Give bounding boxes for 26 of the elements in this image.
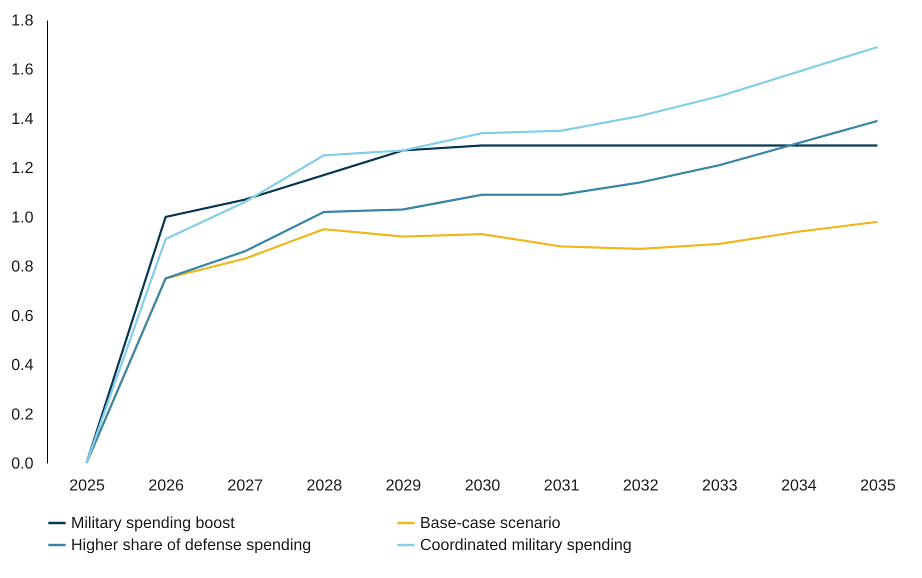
legend-label: Coordinated military spending (420, 537, 632, 554)
x-tick-label: 2034 (781, 478, 817, 494)
x-tick-label: 2032 (622, 478, 659, 494)
x-tick-label: 2035 (860, 478, 896, 494)
y-tick-label: 1.4 (11, 110, 34, 128)
y-tick-label: 1.6 (11, 62, 34, 79)
legend-label: Higher share of defense spending (71, 537, 312, 554)
legend-label: Military spending boost (71, 515, 236, 532)
line-series (85, 46, 879, 464)
x-tick-label: 2027 (227, 478, 264, 494)
legend-label: Base-case scenario (420, 515, 561, 532)
y-tick-label: 0.4 (11, 357, 34, 374)
y-tick-label: 0.8 (11, 258, 34, 276)
y-tick-label: 1.0 (11, 209, 34, 226)
y-tick-label: 1.8 (11, 12, 34, 30)
y-tick-label: 0.2 (11, 406, 34, 424)
x-tick-label: 2025 (69, 478, 105, 494)
y-tick-label: 0.0 (11, 456, 34, 472)
x-tick-label: 2033 (702, 478, 738, 494)
y-tick-label: 1.2 (11, 160, 34, 178)
x-tick-label: 2028 (306, 478, 342, 494)
x-tick-label: 2026 (148, 478, 184, 494)
y-tick-label: 0.6 (11, 308, 34, 325)
x-tick-label: 2030 (464, 478, 500, 494)
x-tick-label: 2029 (386, 478, 422, 494)
x-tick-label: 2031 (544, 478, 580, 494)
